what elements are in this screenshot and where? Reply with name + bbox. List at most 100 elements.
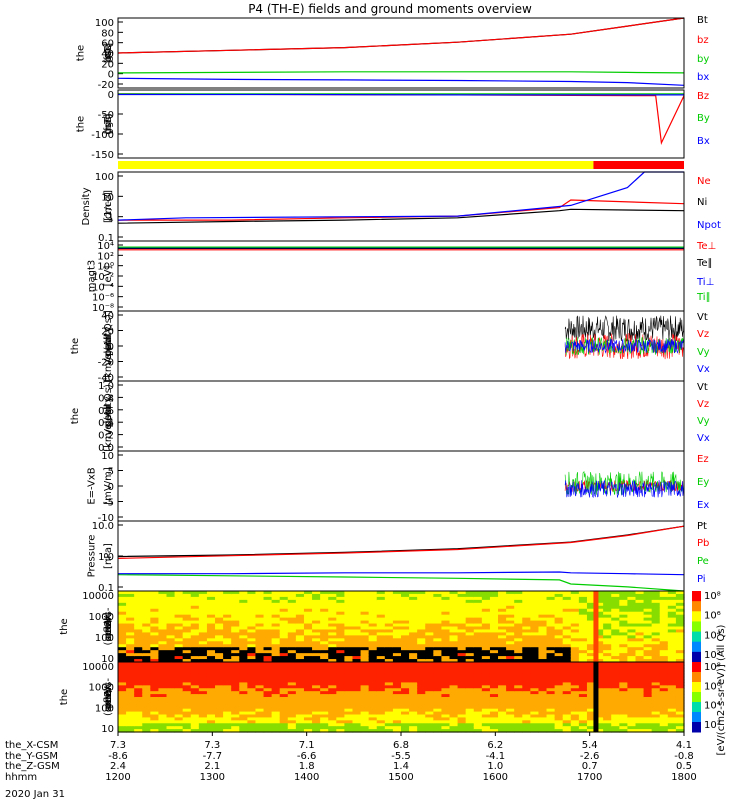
heatmap-cell xyxy=(425,629,434,634)
heatmap-cell xyxy=(166,659,176,663)
heatmap-cell xyxy=(320,632,329,636)
heatmap-cell xyxy=(166,591,176,595)
heatmap-cell xyxy=(522,694,531,698)
heatmap-cell xyxy=(522,682,531,686)
heatmap-cell xyxy=(659,711,669,716)
heatmap-cell xyxy=(457,635,467,639)
heatmap-cell xyxy=(118,679,127,684)
heatmap-cell xyxy=(611,729,620,733)
heatmap-cell xyxy=(401,726,410,730)
heatmap-cell xyxy=(336,685,345,689)
heatmap-cell xyxy=(182,676,192,681)
heatmap-cell xyxy=(554,644,564,648)
heatmap-cell xyxy=(611,720,620,724)
heatmap-cell xyxy=(538,599,548,604)
heatmap-cell xyxy=(271,679,281,684)
heatmap-cell xyxy=(409,697,418,701)
heatmap-cell xyxy=(409,632,418,636)
heatmap-cell xyxy=(384,673,394,678)
heatmap-cell xyxy=(360,720,370,724)
heatmap-cell xyxy=(425,596,434,601)
heatmap-cell xyxy=(166,679,176,684)
heatmap-cell xyxy=(578,591,588,595)
heatmap-cell xyxy=(263,676,273,681)
heatmap-cell xyxy=(449,702,459,707)
heatmap-cell xyxy=(360,708,370,713)
heatmap-cell xyxy=(578,620,588,625)
heatmap-cell xyxy=(118,608,127,613)
heatmap-cell xyxy=(352,667,362,672)
heatmap-cell xyxy=(554,602,564,607)
heatmap-cell xyxy=(522,591,531,595)
heatmap-cell xyxy=(562,670,572,675)
heatmap-cell xyxy=(473,659,483,663)
heatmap-cell xyxy=(635,605,645,610)
heatmap-cell xyxy=(368,644,378,648)
heatmap-cell xyxy=(328,608,337,613)
heatmap-cell xyxy=(206,667,216,672)
heatmap-cell xyxy=(489,691,499,695)
heatmap-cell xyxy=(255,656,265,660)
heatmap-cell xyxy=(303,662,313,666)
heatmap-cell xyxy=(166,620,176,625)
heatmap-cell xyxy=(522,664,531,669)
heatmap-cell xyxy=(603,650,612,654)
heatmap-cell xyxy=(473,611,483,616)
heatmap-cell xyxy=(255,653,265,657)
heatmap-cell xyxy=(295,664,305,669)
heatmap-cell xyxy=(360,641,370,645)
heatmap-cell xyxy=(239,711,248,716)
heatmap-cell xyxy=(514,605,523,610)
heatmap-cell xyxy=(417,708,426,713)
heatmap-cell xyxy=(142,688,151,692)
heatmap-cell xyxy=(651,699,661,704)
heatmap-cell xyxy=(611,650,620,654)
ylabel-line: (cm2-s- xyxy=(103,678,114,716)
heatmap-cell xyxy=(522,596,531,601)
heatmap-cell xyxy=(562,723,572,727)
heatmap-cell xyxy=(481,723,491,727)
heatmap-cell xyxy=(603,623,612,628)
heatmap-cell xyxy=(530,596,540,601)
heatmap-cell xyxy=(449,617,459,622)
heatmap-cell xyxy=(425,685,434,689)
heatmap-cell xyxy=(611,662,620,666)
heatmap-cell xyxy=(401,699,410,704)
heatmap-cell xyxy=(603,626,612,631)
ylabel-line: Density xyxy=(81,187,92,225)
colorbar-segment xyxy=(692,601,701,612)
heatmap-cell xyxy=(433,699,443,704)
heatmap-cell xyxy=(376,676,386,681)
heatmap-cell xyxy=(215,676,224,681)
y-tick-label: 0 xyxy=(108,342,114,353)
heatmap-cell xyxy=(441,614,451,619)
heatmap-cell xyxy=(538,688,548,692)
heatmap-cell xyxy=(190,682,200,686)
heatmap-cell xyxy=(570,685,580,689)
heatmap-cell xyxy=(126,708,135,713)
heatmap-cell xyxy=(425,623,434,628)
heatmap-cell xyxy=(279,702,289,707)
heatmap-cell xyxy=(352,632,362,636)
heatmap-cell xyxy=(392,667,402,672)
heatmap-cell xyxy=(603,611,612,616)
heatmap-cell xyxy=(401,653,410,657)
heatmap-cell xyxy=(118,591,127,595)
heatmap-cell xyxy=(190,614,200,619)
heatmap-cell xyxy=(271,720,281,724)
heatmap-cell xyxy=(287,617,297,622)
heatmap-cell xyxy=(675,726,685,730)
heatmap-cell xyxy=(667,629,677,634)
heatmap-cell xyxy=(449,647,459,651)
heatmap-cell xyxy=(166,714,176,719)
heatmap-cell xyxy=(514,650,523,654)
heatmap-cell xyxy=(320,720,329,724)
heatmap-cell xyxy=(530,653,540,657)
heatmap-cell xyxy=(255,699,265,704)
heatmap-cell xyxy=(611,599,620,604)
heatmap-cell xyxy=(425,638,434,642)
heatmap-cell xyxy=(489,711,499,716)
heatmap-cell xyxy=(586,623,596,628)
heatmap-cell xyxy=(441,699,451,704)
heatmap-cell xyxy=(182,647,192,651)
